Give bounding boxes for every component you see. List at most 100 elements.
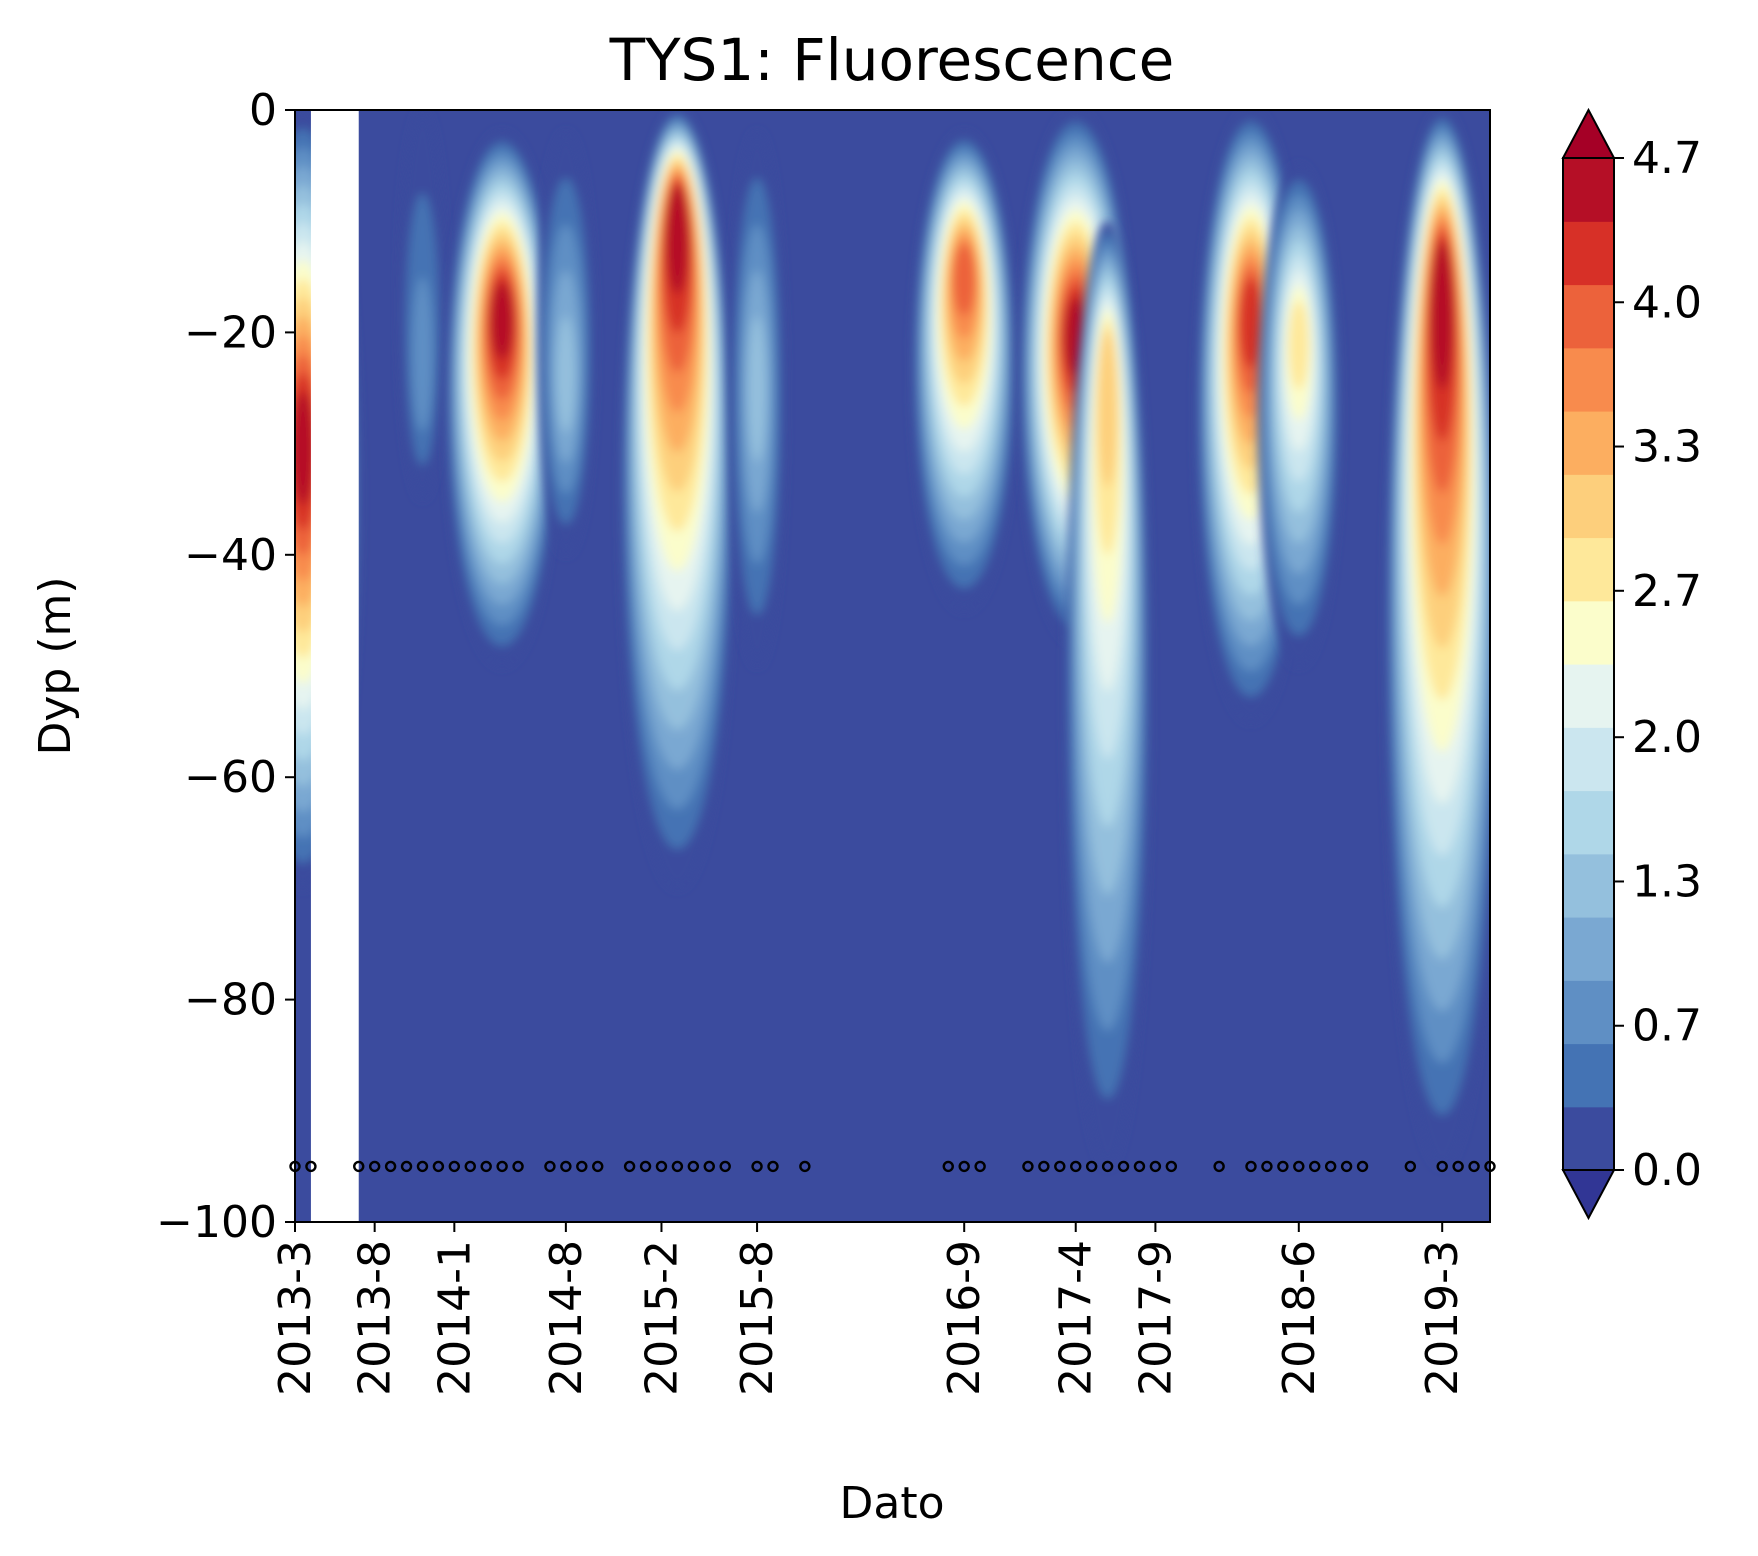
colorbar-segment [1563, 664, 1614, 728]
sample-marker [1038, 1160, 1050, 1173]
colorbar-extend-min [1561, 1169, 1616, 1221]
sample-marker [719, 1160, 731, 1173]
bloom-5 [729, 132, 785, 666]
sample-marker [703, 1160, 715, 1173]
bloom-level [556, 316, 575, 433]
sample-marker [1149, 1160, 1162, 1173]
bloom-level [412, 276, 433, 431]
bloom-level [953, 243, 976, 316]
y-axis: 0 −20 −40 −60 −80 −100 [156, 85, 295, 1248]
sample-marker [1436, 1160, 1448, 1173]
y-tick-label: −20 [184, 307, 277, 358]
sample-marker [1085, 1160, 1098, 1173]
x-tick-label: 2017-9 [1130, 1240, 1181, 1396]
bloom-level [748, 316, 766, 462]
sample-marker [687, 1160, 700, 1173]
sample-marker [767, 1160, 779, 1173]
bloom-level [295, 391, 315, 505]
sample-marker [655, 1160, 668, 1173]
sample-markers [289, 1160, 1496, 1173]
sample-marker [1356, 1160, 1369, 1173]
y-tick-label: −80 [184, 975, 277, 1026]
colorbar-tick-label: 4.7 [1632, 133, 1702, 184]
bloom-1 [399, 110, 446, 500]
sample-marker [1404, 1160, 1417, 1173]
sample-marker [544, 1160, 556, 1173]
bloom-level [1098, 330, 1118, 488]
x-axis-label: Dato [839, 1478, 944, 1529]
chart-title: TYS1: Fluorescence [609, 26, 1175, 94]
bloom-4 [621, 110, 734, 889]
sample-marker [639, 1160, 652, 1173]
sample-marker [576, 1160, 588, 1173]
colorbar-tick-label: 2.7 [1632, 566, 1702, 617]
sample-marker [799, 1160, 811, 1173]
colorbar-segment [1563, 284, 1614, 349]
sample-marker [1133, 1160, 1146, 1173]
colorbar-segment [1563, 980, 1614, 1045]
colorbar-segment [1563, 1106, 1614, 1171]
plot-area [289, 109, 1496, 1223]
bloom-3 [537, 132, 595, 555]
plot-frame [294, 109, 1491, 1223]
colorbar-segment [1563, 1043, 1614, 1108]
sample-marker [1261, 1160, 1273, 1173]
bloom-level [1239, 278, 1263, 369]
colorbar-segment [1563, 790, 1614, 855]
sample-marker [353, 1160, 365, 1173]
sample-marker [464, 1160, 476, 1173]
x-tick-label: 2015-2 [636, 1240, 687, 1396]
sample-marker [974, 1160, 986, 1173]
colorbar-segment [1563, 917, 1614, 981]
x-axis: 2013-3 2013-8 2014-1 2014-8 2015-2 2015-8 2016… [270, 1222, 1468, 1396]
sample-marker [1293, 1160, 1305, 1173]
colorbar-tick-label: 0.7 [1632, 1001, 1702, 1052]
sample-marker [1468, 1160, 1480, 1173]
sample-marker [400, 1160, 413, 1173]
x-tick-label: 2013-3 [270, 1240, 321, 1396]
y-tick-label: −40 [184, 530, 277, 581]
sample-marker [480, 1160, 492, 1173]
bloom-10 [1257, 165, 1340, 667]
x-tick-label: 2014-1 [429, 1240, 480, 1396]
colorbar-tick-label: 2.0 [1632, 712, 1702, 763]
sample-marker [432, 1160, 445, 1173]
bloom-8 [1065, 221, 1150, 1167]
sample-marker [751, 1160, 763, 1173]
colorbar-extend-max [1561, 107, 1616, 159]
sample-marker [1165, 1160, 1178, 1173]
sample-marker [671, 1160, 684, 1173]
colorbar-segment [1563, 221, 1614, 286]
colorbar-tick-label: 0.0 [1632, 1145, 1702, 1196]
colorbar-segment [1563, 537, 1614, 602]
colorbar-tick-label: 4.0 [1632, 277, 1702, 328]
bloom-level [1430, 241, 1454, 390]
x-tick-label: 2019-3 [1417, 1240, 1468, 1396]
sample-marker [1022, 1160, 1034, 1173]
x-tick-label: 2017-4 [1051, 1240, 1102, 1396]
sample-marker [1309, 1160, 1321, 1173]
sample-marker [1245, 1160, 1257, 1173]
y-tick-label: −100 [156, 1197, 277, 1248]
colorbar-tick-label: 3.3 [1632, 422, 1702, 473]
x-tick-label: 2016-9 [939, 1240, 990, 1396]
x-tick-label: 2013-8 [350, 1240, 401, 1396]
sample-marker [623, 1160, 636, 1173]
bloom-level [665, 185, 689, 294]
colorbar-segment [1563, 853, 1614, 918]
sample-marker [384, 1160, 397, 1173]
sample-marker [448, 1160, 461, 1173]
sample-marker [1117, 1160, 1130, 1173]
sample-marker [592, 1160, 604, 1173]
sample-marker [942, 1160, 954, 1173]
colorbar-segment [1563, 411, 1614, 475]
sample-marker [958, 1160, 970, 1173]
sample-marker [1070, 1160, 1082, 1173]
colorbar: 0.0 0.7 1.3 2.0 2.7 3.3 4.0 4.7 [1561, 107, 1702, 1221]
y-axis-label: Dyp (m) [30, 576, 81, 755]
data-gap [310, 111, 359, 1221]
x-tick-label: 2015-8 [732, 1240, 783, 1396]
colorbar-tick-label: 1.3 [1632, 856, 1702, 907]
bloom-11 [1385, 110, 1490, 1167]
